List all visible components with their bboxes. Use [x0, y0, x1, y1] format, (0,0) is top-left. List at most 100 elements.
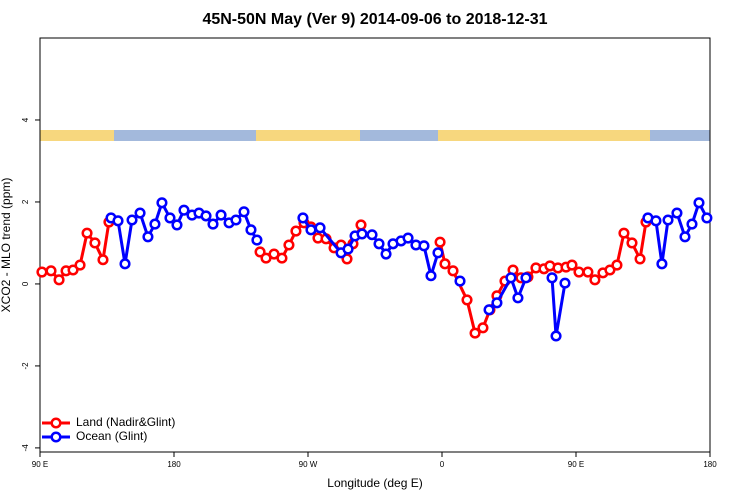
- data-point: [671, 207, 683, 219]
- x-tick-label: 0: [440, 460, 445, 469]
- data-point: [97, 254, 109, 266]
- y-tick-label: -4: [21, 444, 30, 452]
- data-point: [81, 227, 93, 239]
- data-point: [505, 272, 517, 284]
- plot-frame: [39, 37, 711, 453]
- x-tick-label: 90 W: [299, 460, 318, 469]
- data-point: [45, 265, 57, 277]
- data-point: [36, 266, 48, 278]
- data-point: [559, 277, 571, 289]
- data-point: [483, 304, 495, 316]
- data-point: [290, 225, 302, 237]
- legend-item: Land (Nadir&Glint): [42, 415, 175, 429]
- data-point: [650, 215, 662, 227]
- data-point: [634, 253, 646, 265]
- data-point: [112, 215, 124, 227]
- data-point: [550, 330, 562, 342]
- data-point: [656, 258, 668, 270]
- x-axis-label: Longitude (deg E): [327, 476, 422, 490]
- data-point: [297, 212, 309, 224]
- data-point: [373, 238, 385, 250]
- data-point: [89, 237, 101, 249]
- chart-title: 45N-50N May (Ver 9) 2014-09-06 to 2018-1…: [202, 11, 547, 28]
- y-axis-label: XCO2 - MLO trend (ppm): [0, 178, 13, 313]
- x-tick-label: 180: [703, 460, 717, 469]
- legend-marker: [50, 417, 62, 429]
- series: [105, 197, 713, 342]
- data-point: [418, 240, 430, 252]
- data-point: [491, 297, 503, 309]
- legend-item: Ocean (Glint): [42, 429, 147, 443]
- x-tick-label: 90 E: [568, 460, 584, 469]
- data-point: [626, 237, 638, 249]
- data-point: [215, 209, 227, 221]
- data-point: [701, 212, 713, 224]
- data-point: [355, 219, 367, 231]
- data-point: [178, 204, 190, 216]
- data-point: [402, 232, 414, 244]
- data-point: [366, 229, 378, 241]
- data-point: [679, 231, 691, 243]
- data-point: [573, 266, 585, 278]
- x-tick-label: 180: [167, 460, 181, 469]
- data-point: [520, 272, 532, 284]
- legend-label: Land (Nadir&Glint): [76, 415, 175, 429]
- y-tick-label: 2: [21, 199, 30, 204]
- data-point: [164, 212, 176, 224]
- data-point: [662, 214, 674, 226]
- data-point: [283, 239, 295, 251]
- y-tick-label: 0: [21, 281, 30, 286]
- data-point: [439, 258, 451, 270]
- data-point: [686, 218, 698, 230]
- data-point: [251, 234, 263, 246]
- data-point: [67, 264, 79, 276]
- data-point: [207, 218, 219, 230]
- data-point: [314, 222, 326, 234]
- data-point: [119, 258, 131, 270]
- data-point: [134, 207, 146, 219]
- data-point: [238, 206, 250, 218]
- y-tick-label: -2: [21, 362, 30, 370]
- data-point: [171, 219, 183, 231]
- data-point: [566, 259, 578, 271]
- data-point: [432, 247, 444, 259]
- data-point: [461, 294, 473, 306]
- land-strip: [256, 130, 360, 141]
- data-point: [512, 292, 524, 304]
- x-tick-label: 90 E: [32, 460, 48, 469]
- data-point: [126, 214, 138, 226]
- land-strip: [438, 130, 650, 141]
- data-point: [604, 264, 616, 276]
- data-point: [156, 197, 168, 209]
- data-point: [356, 228, 368, 240]
- data-point: [582, 266, 594, 278]
- ocean-strip: [40, 130, 710, 141]
- data-point: [611, 259, 623, 271]
- land-mask-strip: [40, 130, 710, 141]
- data-point: [469, 327, 481, 339]
- data-point: [546, 272, 558, 284]
- data-point: [477, 322, 489, 334]
- data-point: [454, 275, 466, 287]
- data-point: [693, 197, 705, 209]
- data-point: [305, 224, 317, 236]
- data-point: [342, 243, 354, 255]
- data-point: [589, 274, 601, 286]
- data-point: [142, 231, 154, 243]
- data-point: [200, 210, 212, 222]
- data-point: [230, 214, 242, 226]
- data-point: [380, 248, 392, 260]
- data-point: [434, 236, 446, 248]
- data-point: [245, 224, 257, 236]
- y-tick-label: 4: [21, 117, 30, 122]
- data-point: [447, 265, 459, 277]
- data-point: [74, 259, 86, 271]
- data-point: [149, 218, 161, 230]
- legend-marker: [50, 431, 62, 443]
- data-point: [425, 270, 437, 282]
- legend-label: Ocean (Glint): [76, 429, 147, 443]
- land-strip: [40, 130, 114, 141]
- data-point: [618, 227, 630, 239]
